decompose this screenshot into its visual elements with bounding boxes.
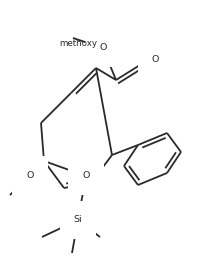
Text: O: O [151, 55, 159, 64]
Text: O: O [99, 43, 106, 52]
Text: O: O [82, 171, 89, 180]
Text: Si: Si [73, 215, 82, 224]
Text: O: O [26, 171, 34, 180]
Text: methoxy: methoxy [59, 40, 97, 49]
